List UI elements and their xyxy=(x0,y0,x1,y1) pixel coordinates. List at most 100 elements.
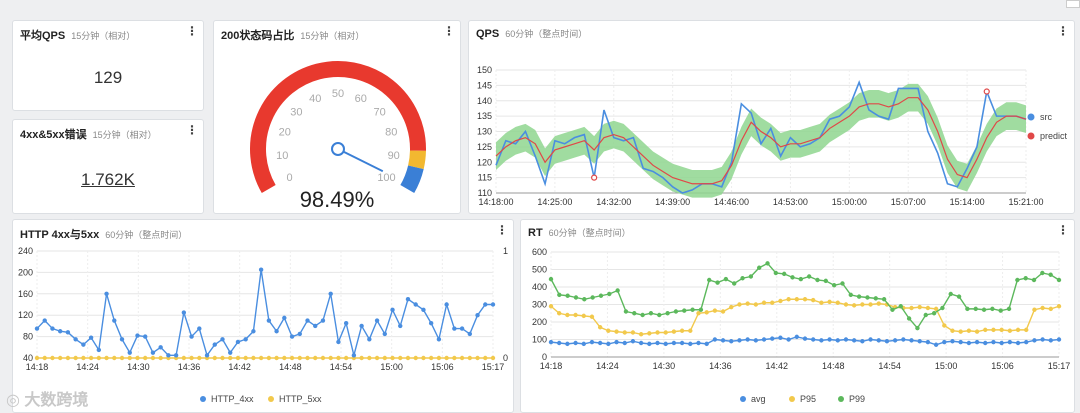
data-point-p99 xyxy=(640,312,645,318)
data-point-p95 xyxy=(573,312,578,318)
x-tick-label: 14:53:00 xyxy=(773,197,808,207)
data-point-http4xx xyxy=(81,342,86,347)
data-point-p99 xyxy=(607,291,612,297)
data-point-avg xyxy=(892,338,898,343)
y-tick-label: 200 xyxy=(532,317,547,327)
x-tick-label: 15:00 xyxy=(380,362,403,372)
data-point-p99 xyxy=(840,281,845,286)
y-tick-label: 110 xyxy=(478,188,492,198)
data-point-http5xx xyxy=(65,355,71,361)
data-point-p95 xyxy=(638,332,644,337)
gauge-tick-label: 70 xyxy=(373,107,385,119)
data-point-p99 xyxy=(873,296,878,301)
data-point-avg xyxy=(999,340,1004,346)
errors-value-link[interactable]: 1.762K xyxy=(81,170,135,189)
data-point-p95 xyxy=(745,301,750,306)
data-point-p95 xyxy=(786,297,791,302)
data-point-p99 xyxy=(856,294,862,299)
data-point-p95 xyxy=(999,327,1004,333)
panel-menu-icon[interactable]: ⋮ xyxy=(1057,223,1069,237)
gauge-band-red xyxy=(250,61,426,193)
x-tick-label: 14:36 xyxy=(709,361,732,371)
data-point-avg xyxy=(581,341,586,347)
y-tick-label: 145 xyxy=(477,80,492,90)
data-point-avg xyxy=(1048,338,1054,343)
data-point-avg xyxy=(1015,340,1021,346)
data-point-http4xx xyxy=(305,318,310,323)
data-point-p99 xyxy=(831,283,837,288)
y-tick-label: 500 xyxy=(532,265,547,275)
data-point-http5xx xyxy=(135,355,140,361)
data-point-p99 xyxy=(823,278,829,284)
data-point-p99 xyxy=(548,276,554,282)
data-point-p99 xyxy=(707,277,712,283)
data-point-p99 xyxy=(956,294,962,299)
data-point-http4xx xyxy=(398,323,403,329)
panel-subtitle: 60分钟（整点时间） xyxy=(505,29,588,39)
data-point-http4xx xyxy=(367,337,372,342)
panel-menu-icon[interactable]: ⋮ xyxy=(496,223,508,237)
panel-menu-icon[interactable]: ⋮ xyxy=(186,24,198,38)
x-tick-label: 14:32:00 xyxy=(596,197,631,207)
x-tick-label: 14:36 xyxy=(178,362,201,372)
gauge-tick-label: 80 xyxy=(385,127,397,139)
data-point-p99 xyxy=(773,270,779,276)
legend-label: P95 xyxy=(800,394,816,404)
data-point-avg xyxy=(630,339,636,344)
data-point-p99 xyxy=(798,276,804,282)
data-point-http5xx xyxy=(405,355,411,361)
data-point-avg xyxy=(647,341,652,347)
gauge-tick-label: 20 xyxy=(279,127,291,139)
data-point-p95 xyxy=(835,300,840,305)
panel-menu-icon[interactable]: ⋮ xyxy=(443,24,455,38)
data-point-p99 xyxy=(657,312,662,318)
x-tick-label: 14:18 xyxy=(26,362,49,372)
data-point-p99 xyxy=(557,292,562,298)
data-point-p99 xyxy=(648,311,654,316)
data-point-http4xx xyxy=(258,267,264,272)
data-point-http4xx xyxy=(483,302,488,307)
data-point-p95 xyxy=(556,311,562,316)
data-point-http4xx xyxy=(282,315,287,321)
data-point-http4xx xyxy=(490,302,496,307)
data-point-avg xyxy=(1007,339,1013,345)
data-point-http5xx xyxy=(197,355,202,361)
data-point-p95 xyxy=(597,325,603,330)
data-point-avg xyxy=(606,341,611,347)
x-tick-label: 15:17 xyxy=(1048,361,1071,371)
ratio200-value: 98.49% xyxy=(299,187,375,212)
legend-swatch xyxy=(838,396,844,402)
data-point-http5xx xyxy=(413,355,418,361)
data-point-http4xx xyxy=(266,318,272,323)
data-point-http4xx xyxy=(143,334,148,339)
gauge-needle xyxy=(342,150,384,173)
panel-title: HTTP 4xx与5xx 60分钟（整点时间） xyxy=(20,229,188,241)
panel-subtitle: 15分钟（相对） xyxy=(71,31,136,41)
data-point-avg xyxy=(909,338,914,343)
x-tick-label: 14:18:00 xyxy=(478,197,513,207)
data-point-avg xyxy=(810,337,816,342)
data-point-p99 xyxy=(573,295,579,300)
data-point-avg xyxy=(761,337,767,342)
data-point-p99 xyxy=(682,308,687,313)
data-point-p95 xyxy=(663,330,668,335)
data-point-http4xx xyxy=(34,326,40,331)
data-point-p99 xyxy=(565,293,570,298)
y-tick-label: 40 xyxy=(23,353,33,363)
data-point-p99 xyxy=(590,295,595,300)
data-point-p95 xyxy=(630,330,636,335)
data-point-http5xx xyxy=(452,355,457,361)
data-point-p99 xyxy=(690,307,695,312)
data-point-http4xx xyxy=(421,307,426,313)
data-point-http5xx xyxy=(398,355,403,361)
panel-menu-icon[interactable]: ⋮ xyxy=(186,123,198,137)
data-point-p99 xyxy=(815,277,820,283)
x-tick-label: 15:07:00 xyxy=(891,197,926,207)
data-point-avg xyxy=(794,334,800,340)
data-point-http5xx xyxy=(50,355,55,361)
series-line-p99 xyxy=(550,262,1060,330)
data-point-http4xx xyxy=(57,329,63,334)
data-point-http4xx xyxy=(73,337,78,342)
panel-menu-icon[interactable]: ⋮ xyxy=(1057,24,1069,38)
x-tick-label: 15:14:00 xyxy=(950,197,985,207)
